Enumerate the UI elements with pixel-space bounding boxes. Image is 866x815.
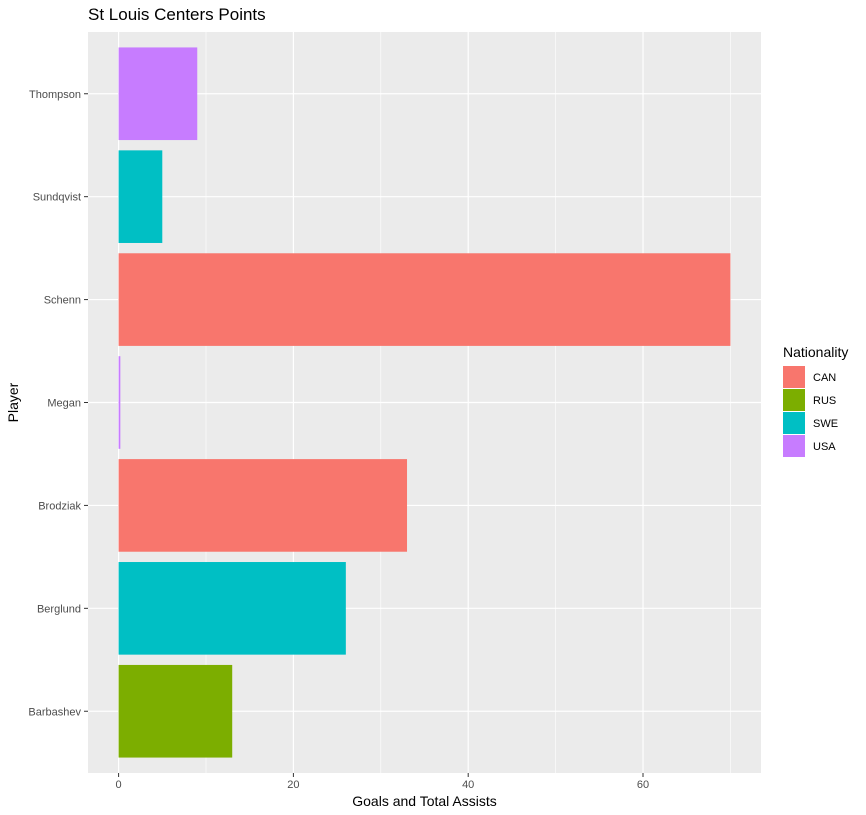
bar-berglund — [118, 562, 346, 655]
legend-key-rus — [783, 389, 805, 411]
y-tick-label: Schenn — [44, 295, 81, 307]
y-tick-label: Sundqvist — [33, 192, 81, 204]
y-tick-label: Barbashev — [28, 706, 81, 718]
legend: Nationality CAN RUS SWE USA — [783, 344, 848, 457]
legend-key-swe — [783, 412, 805, 434]
x-tick-label: 20 — [287, 779, 299, 791]
legend-key-can — [783, 366, 805, 388]
bar-barbashev — [118, 664, 233, 758]
legend-label-swe: SWE — [813, 418, 838, 430]
bar-schenn — [118, 253, 731, 346]
x-axis: 0 20 40 60 — [116, 773, 649, 791]
legend-key-usa — [783, 435, 805, 457]
bars — [118, 47, 731, 758]
bar-megan — [118, 356, 121, 449]
x-tick-label: 0 — [116, 779, 122, 791]
bar-brodziak — [118, 459, 408, 552]
y-tick-label: Brodziak — [38, 500, 81, 512]
y-axis-title: Player — [5, 382, 21, 422]
legend-title: Nationality — [783, 344, 848, 360]
bar-thompson — [118, 47, 198, 141]
legend-label-usa: USA — [813, 441, 836, 453]
y-tick-label: Thompson — [29, 89, 81, 101]
y-tick-label: Berglund — [37, 603, 81, 615]
chart-title: St Louis Centers Points — [88, 5, 266, 24]
x-tick-label: 40 — [462, 779, 474, 791]
bar-sundqvist — [118, 150, 163, 243]
legend-label-rus: RUS — [813, 395, 836, 407]
y-axis: Barbashev Berglund Brodziak Megan Schenn Sund… — [28, 89, 88, 718]
y-tick-label: Megan — [47, 398, 81, 410]
x-tick-label: 60 — [637, 779, 649, 791]
legend-label-can: CAN — [813, 372, 836, 384]
x-axis-title: Goals and Total Assists — [352, 793, 496, 809]
